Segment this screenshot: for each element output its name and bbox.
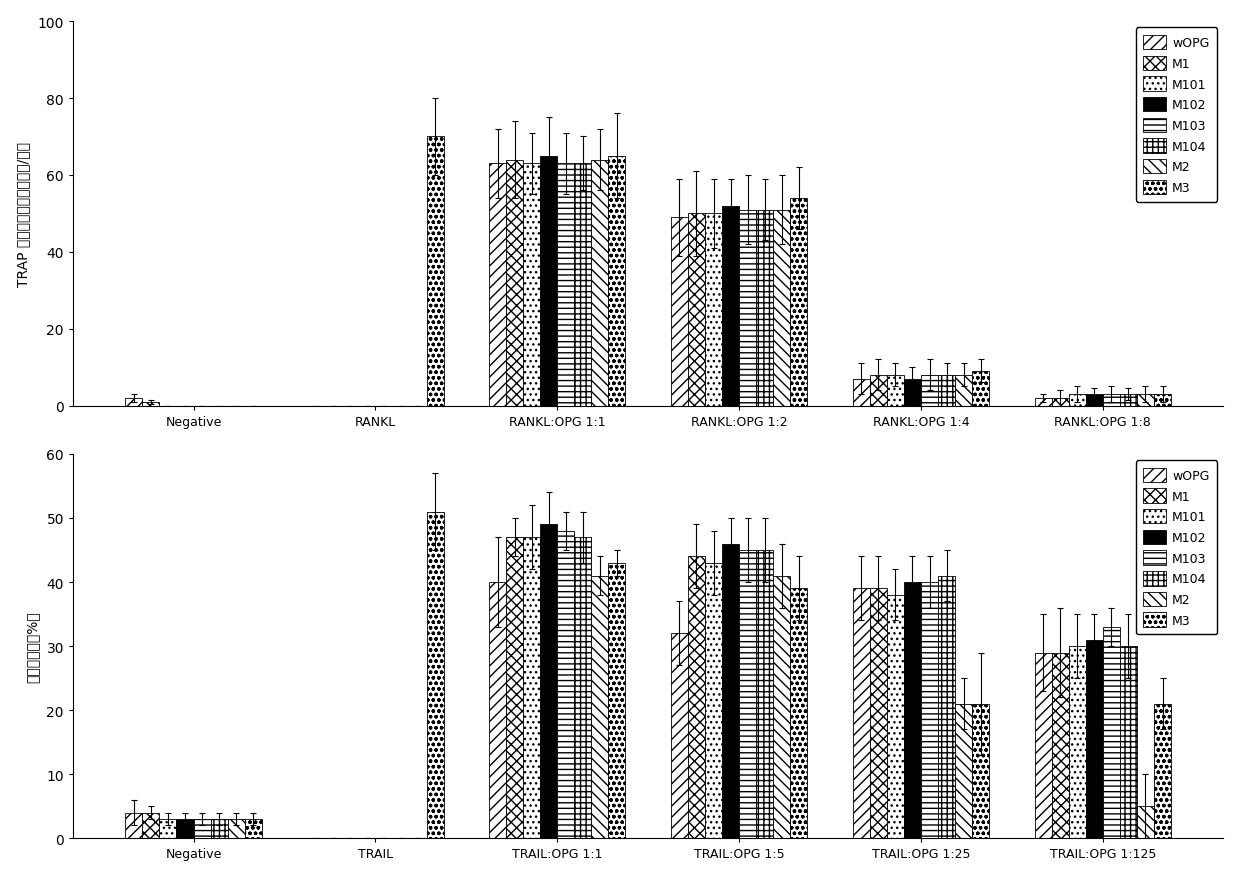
Bar [955,704,972,838]
Bar [921,582,937,838]
Bar [1034,652,1052,838]
Bar [887,595,904,838]
Bar [774,576,790,838]
Bar [427,138,444,406]
Bar [1069,395,1086,406]
Bar [972,372,990,406]
Bar [904,582,921,838]
Bar [1102,395,1120,406]
Bar [1102,627,1120,838]
Bar [244,819,262,838]
Bar [228,819,244,838]
Bar [523,164,541,406]
Bar [541,156,557,406]
Bar [160,819,176,838]
Bar [671,633,688,838]
Bar [427,512,444,838]
Bar [489,582,506,838]
Bar [1069,646,1086,838]
Bar [706,214,722,406]
Y-axis label: TRAP 阳性多核细胞数目（个/孔）: TRAP 阳性多核细胞数目（个/孔） [16,142,31,287]
Bar [756,551,774,838]
Bar [143,403,160,406]
Bar [937,576,955,838]
Bar [688,214,706,406]
Y-axis label: 细胞凋亡率（%）: 细胞凋亡率（%） [25,610,40,682]
Bar [722,544,739,838]
Bar [774,210,790,406]
Bar [1052,398,1069,406]
Bar [722,206,739,406]
Bar [557,531,574,838]
Bar [955,375,972,406]
Bar [506,160,523,406]
Bar [706,563,722,838]
Bar [523,538,541,838]
Bar [574,538,591,838]
Legend: wOPG, M1, M101, M102, M103, M104, M2, M3: wOPG, M1, M101, M102, M103, M104, M2, M3 [1136,28,1218,203]
Bar [671,218,688,406]
Bar [143,813,160,838]
Bar [1120,646,1137,838]
Bar [887,375,904,406]
Bar [1137,395,1154,406]
Bar [869,588,887,838]
Bar [1086,395,1102,406]
Bar [921,375,937,406]
Bar [756,210,774,406]
Bar [541,524,557,838]
Bar [609,563,625,838]
Bar [869,375,887,406]
Bar [125,813,143,838]
Bar [193,819,211,838]
Bar [1086,640,1102,838]
Bar [739,551,756,838]
Bar [1052,652,1069,838]
Bar [211,819,228,838]
Bar [176,819,193,838]
Bar [739,210,756,406]
Bar [853,588,869,838]
Bar [688,557,706,838]
Bar [1154,704,1171,838]
Legend: wOPG, M1, M101, M102, M103, M104, M2, M3: wOPG, M1, M101, M102, M103, M104, M2, M3 [1136,460,1218,635]
Bar [591,576,609,838]
Bar [557,164,574,406]
Bar [609,156,625,406]
Bar [1137,806,1154,838]
Bar [904,379,921,406]
Bar [853,379,869,406]
Bar [574,164,591,406]
Bar [1120,395,1137,406]
Bar [972,704,990,838]
Bar [591,160,609,406]
Bar [937,375,955,406]
Bar [125,398,143,406]
Bar [790,199,807,406]
Bar [489,164,506,406]
Bar [790,588,807,838]
Bar [1034,398,1052,406]
Bar [506,538,523,838]
Bar [1154,395,1171,406]
